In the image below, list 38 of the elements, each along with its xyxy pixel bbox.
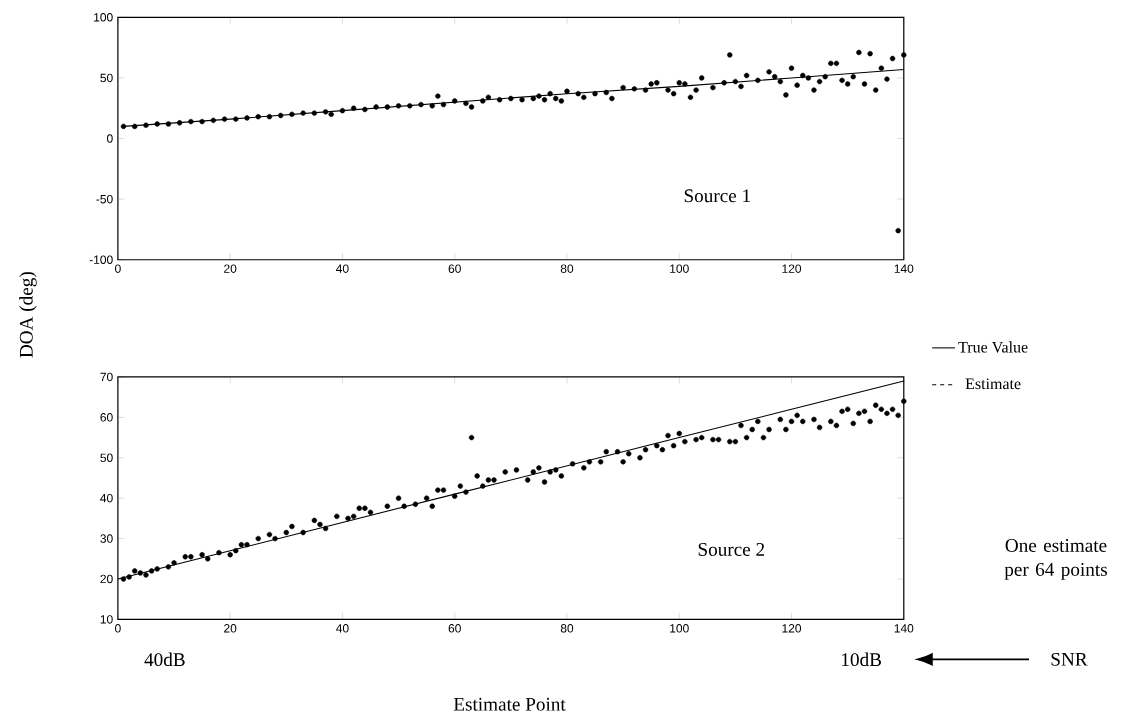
y-tick-label: 30 <box>100 534 113 543</box>
x-tick-label: 100 <box>670 264 689 273</box>
x-tick-label: 0 <box>115 264 121 273</box>
text: 40dB <box>144 652 185 666</box>
annotation: Source 2 <box>698 542 765 556</box>
y-tick-label: 40 <box>100 493 113 503</box>
x-tick-label: 100 <box>670 623 689 633</box>
x-tick-label: 120 <box>782 264 802 273</box>
x-tick-label: 120 <box>782 623 802 633</box>
y-tick-label: 50 <box>100 73 113 83</box>
text: SNR <box>1051 652 1088 666</box>
x-tick-label: 20 <box>224 264 237 273</box>
x-tick-label: 60 <box>448 623 461 633</box>
text: 10dB <box>842 652 881 666</box>
x-axis-title: Estimate Point <box>453 697 566 711</box>
y-axis-title: DOA (deg) <box>19 271 37 358</box>
x-tick-label: 20 <box>224 623 237 633</box>
x-tick-label: 60 <box>448 264 461 273</box>
y-tick-label: 70 <box>100 372 113 382</box>
annotation: Source 1 <box>684 189 750 203</box>
x-tick-label: 140 <box>894 623 914 633</box>
y-tick-label: 100 <box>94 12 113 22</box>
y-tick-label: 50 <box>100 453 113 462</box>
legend-label: Estimate <box>965 378 1021 389</box>
y-tick-label: 10 <box>100 614 113 624</box>
x-tick-label: 80 <box>560 623 574 633</box>
x-tick-label: 40 <box>336 623 349 633</box>
y-tick-label: 0 <box>106 134 113 143</box>
legend-label: True Value <box>958 341 1028 353</box>
y-tick-label: 20 <box>100 574 113 584</box>
x-tick-label: 140 <box>894 264 914 273</box>
x-tick-label: 80 <box>560 264 574 273</box>
x-tick-label: 0 <box>115 623 121 633</box>
y-tick-label: -50 <box>96 194 113 204</box>
x-tick-label: 40 <box>336 264 349 273</box>
y-tick-label: 60 <box>100 412 113 422</box>
text: One estimate per 64 points <box>1004 538 1107 580</box>
y-tick-label: -100 <box>89 255 113 264</box>
